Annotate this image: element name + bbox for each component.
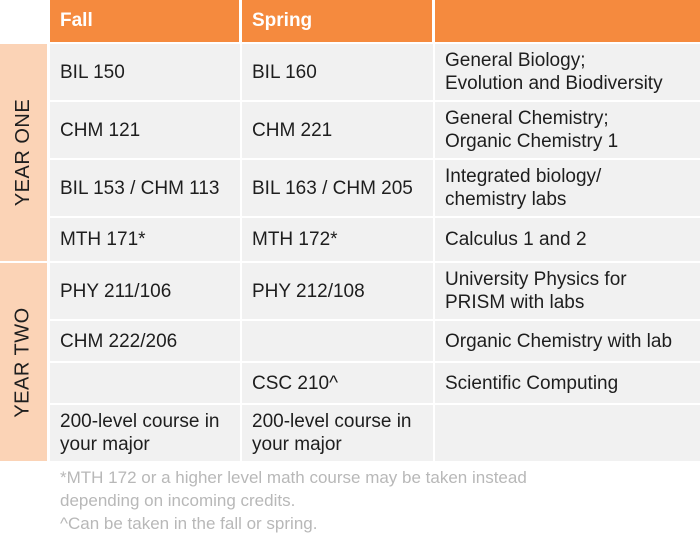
header-corner [0, 0, 50, 44]
table-cell-description: Calculus 1 and 2 [435, 218, 700, 263]
table-cell-fall [50, 363, 242, 405]
table-cell-spring: BIL 163 / CHM 205 [242, 160, 435, 218]
table-cell-description [435, 405, 700, 463]
footnote-csc: ^Can be taken in the fall or spring. [60, 514, 318, 533]
year-one-label: YEAR ONE [12, 98, 35, 207]
table-cell-fall: BIL 150 [50, 44, 242, 102]
header-fall: Fall [50, 0, 242, 44]
table-cell-description: Scientific Computing [435, 363, 700, 405]
table-cell-fall: BIL 153 / CHM 113 [50, 160, 242, 218]
table-cell-description: General Biology; Evolution and Biodivers… [435, 44, 700, 102]
table-cell-fall: CHM 121 [50, 102, 242, 160]
table-cell-fall: MTH 171* [50, 218, 242, 263]
table-cell-spring [242, 321, 435, 363]
footnotes: *MTH 172 or a higher level math course m… [60, 466, 690, 535]
year-one-band: YEAR ONE [0, 44, 50, 263]
table-cell-spring: CHM 221 [242, 102, 435, 160]
table-cell-description: University Physics for PRISM with labs [435, 263, 700, 321]
table-cell-fall: CHM 222/206 [50, 321, 242, 363]
table-cell-description: Organic Chemistry with lab [435, 321, 700, 363]
year-two-band: YEAR TWO [0, 263, 50, 463]
table-cell-description: General Chemistry; Organic Chemistry 1 [435, 102, 700, 160]
header-spring: Spring [242, 0, 435, 44]
year-two-label: YEAR TWO [12, 306, 34, 418]
table-cell-spring: CSC 210^ [242, 363, 435, 405]
course-schedule-table: Fall Spring YEAR ONE YEAR TWO BIL 150 BI… [0, 0, 700, 463]
header-description [435, 0, 700, 44]
table-cell-spring: PHY 212/108 [242, 263, 435, 321]
table-cell-spring: MTH 172* [242, 218, 435, 263]
table-cell-description: Integrated biology/ chemistry labs [435, 160, 700, 218]
table-cell-fall: PHY 211/106 [50, 263, 242, 321]
table-cell-spring: 200-level course in your major [242, 405, 435, 463]
table-cell-fall: 200-level course in your major [50, 405, 242, 463]
footnote-math: *MTH 172 or a higher level math course m… [60, 468, 527, 510]
table-cell-spring: BIL 160 [242, 44, 435, 102]
